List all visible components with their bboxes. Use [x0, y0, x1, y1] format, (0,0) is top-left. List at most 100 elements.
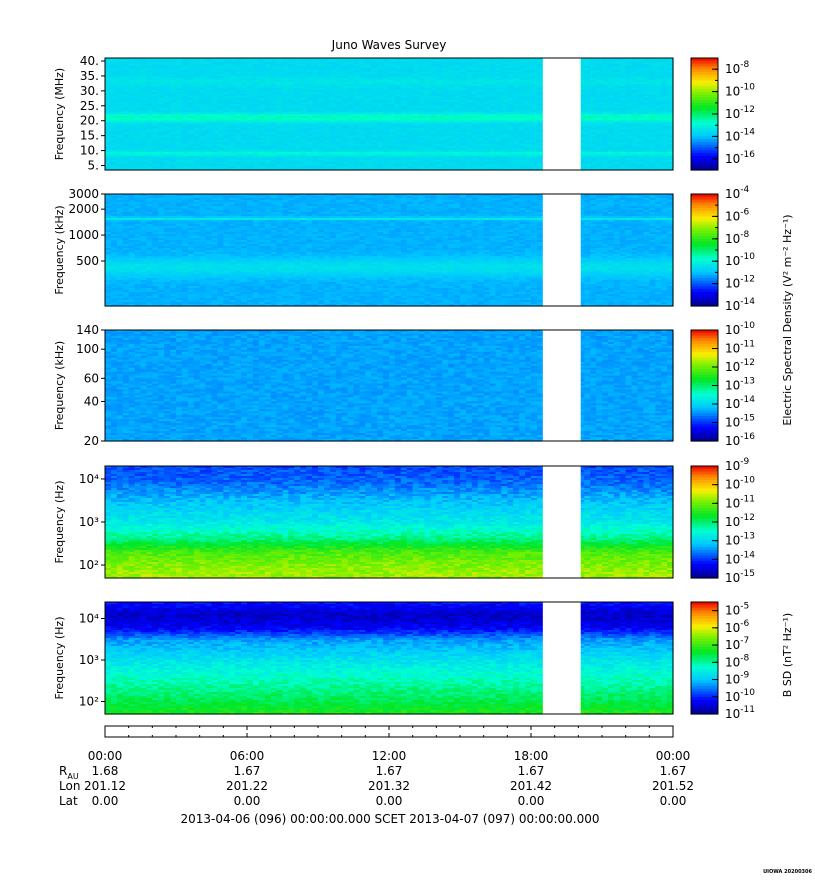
data-gap: [542, 193, 581, 307]
colorbar-tick-label: 10-8: [725, 230, 750, 246]
colorbar-tick-label: 10-12: [725, 358, 755, 374]
y-axis-label: Frequency (Hz): [53, 617, 66, 700]
ytick-label: 10⁴: [79, 612, 99, 626]
colorbar-tick-label: 10-12: [725, 105, 755, 121]
ephemeris-value: 0.00: [518, 794, 545, 808]
xtick-label: 18:00: [514, 749, 549, 763]
colorbar-tick-label: 10-16: [725, 432, 755, 448]
ytick-label: 500: [76, 254, 99, 268]
ytick-label: 5.: [88, 159, 99, 173]
colorbar-tick-label: 10-9: [725, 671, 750, 687]
colorbar-tick-label: 10-10: [725, 83, 755, 99]
data-gap: [542, 329, 581, 442]
credit: UIOWA 20200306: [763, 869, 812, 875]
colorbar-tick-label: 10-6: [725, 207, 750, 223]
colorbar-tick-label: 10-6: [725, 619, 750, 635]
ephemeris-row-label: Lon: [59, 779, 80, 793]
colorbar-tick-label: 10-13: [725, 532, 755, 548]
ephemeris-value: 1.68: [92, 764, 119, 778]
ytick-label: 30.: [80, 84, 99, 98]
colorbar-tick-label: 10-10: [725, 321, 755, 337]
colorbar-tick-label: 10-14: [725, 550, 755, 566]
ephemeris-value: 201.12: [84, 779, 126, 793]
colorbar-tick-label: 10-14: [725, 297, 755, 313]
ytick-label: 140: [76, 323, 99, 337]
colorbar-tick-label: 10-8: [725, 653, 750, 669]
ephemeris-value: 0.00: [92, 794, 119, 808]
spectrogram-magnetic: [105, 602, 674, 715]
ytick-label: 35.: [80, 69, 99, 83]
ephemeris-value: 1.67: [234, 764, 261, 778]
ytick-label: 20: [84, 434, 99, 448]
spectrogram-lfr-low: [105, 466, 674, 579]
colorbar-tick-label: 10-11: [725, 705, 755, 721]
colorbar-tick-label: 10-11: [725, 494, 755, 510]
colorbar-tick-label: 10-5: [725, 602, 749, 618]
colorbar-tick-label: 10-10: [725, 252, 755, 268]
ytick-label: 15.: [80, 129, 99, 143]
colorbar-tick-label: 10-12: [725, 513, 755, 529]
scet-footer: 2013-04-06 (096) 00:00:00.000 SCET 2013-…: [180, 812, 599, 826]
ytick-label: 60: [84, 371, 99, 385]
colorbar-tick-label: 10-4: [725, 185, 750, 201]
colorbar-tick-label: 10-9: [725, 457, 750, 473]
colorbar-tick-label: 10-15: [725, 569, 755, 585]
colorbar-tick-label: 10-16: [725, 150, 755, 166]
ephemeris-value: 1.67: [518, 764, 545, 778]
ephemeris-value: 0.00: [660, 794, 687, 808]
ytick-label: 40.: [80, 54, 99, 68]
ytick-label: 20.: [80, 114, 99, 128]
colorbar-tick-label: 10-10: [725, 476, 755, 492]
colorbar-tick-label: 10-13: [725, 377, 755, 393]
colorbar-tick-label: 10-8: [725, 60, 750, 76]
colorbar-tick-label: 10-10: [725, 688, 755, 704]
ephemeris-value: 201.32: [368, 779, 410, 793]
y-axis-label: Frequency (kHz): [53, 205, 66, 294]
data-gap: [542, 57, 581, 171]
magnetic-colorbar-title: B SD (nT² Hz⁻¹): [781, 613, 794, 697]
ytick-label: 10³: [79, 515, 99, 529]
xtick-label: 06:00: [230, 749, 265, 763]
spectrogram-hfr-low: [105, 194, 674, 307]
colorbar-magnetic: [691, 602, 718, 715]
chart-title: Juno Waves Survey: [331, 38, 447, 52]
data-gap: [542, 601, 581, 715]
colorbar-tick-label: 10-11: [725, 340, 755, 356]
electric-colorbar-title: Electric Spectral Density (V² m⁻² Hz⁻¹): [781, 214, 794, 425]
ephemeris-value: 0.00: [376, 794, 403, 808]
colorbar-tick-label: 10-14: [725, 395, 755, 411]
ephemeris-value: 1.67: [376, 764, 403, 778]
ytick-label: 10³: [79, 653, 99, 667]
ytick-label: 100: [76, 342, 99, 356]
y-axis-label: Frequency (Hz): [53, 481, 66, 564]
ytick-label: 10⁴: [79, 472, 99, 486]
spectrogram-hfr-high: [105, 58, 674, 171]
ytick-label: 1000: [68, 228, 99, 242]
ephemeris-value: 0.00: [234, 794, 261, 808]
ephemeris-row-label: Lat: [59, 794, 78, 808]
ephemeris-value: 201.42: [510, 779, 552, 793]
colorbar-tick-label: 10-7: [725, 636, 749, 652]
ytick-label: 25.: [80, 99, 99, 113]
xtick-label: 00:00: [656, 749, 691, 763]
ytick-label: 40: [84, 394, 99, 408]
ytick-label: 3000: [68, 187, 99, 201]
colorbar-hfr-low: [691, 194, 718, 307]
colorbar-tick-label: 10-15: [725, 414, 755, 430]
ytick-label: 10²: [79, 558, 99, 572]
ytick-label: 10²: [79, 695, 99, 709]
y-axis-label: Frequency (MHz): [53, 68, 66, 160]
colorbar-tick-label: 10-14: [725, 127, 755, 143]
spectrogram-lfr-high: [105, 330, 674, 442]
colorbar-tick-label: 10-12: [725, 275, 755, 291]
ytick-label: 10.: [80, 144, 99, 158]
ephemeris-value: 1.67: [660, 764, 687, 778]
data-gap: [542, 465, 581, 579]
xtick-label: 12:00: [372, 749, 407, 763]
y-axis-label: Frequency (kHz): [53, 341, 66, 430]
xtick-label: 00:00: [88, 749, 123, 763]
ytick-label: 2000: [68, 202, 99, 216]
ephemeris-value: 201.52: [652, 779, 694, 793]
ephemeris-value: 201.22: [226, 779, 268, 793]
